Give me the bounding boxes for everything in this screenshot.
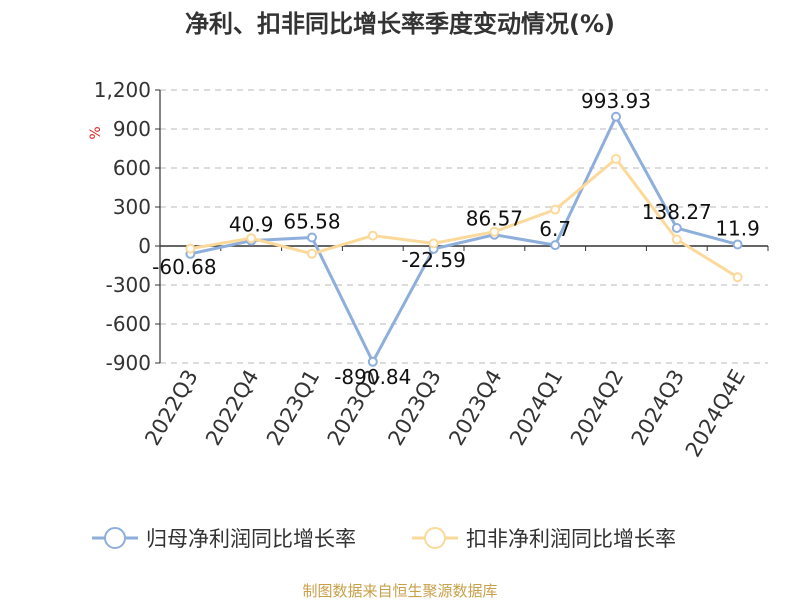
- data-label: 65.58: [283, 209, 340, 233]
- chart-title: 净利、扣非同比增长率季度变动情况(%): [185, 10, 615, 38]
- y-tick-label: -300: [106, 273, 151, 297]
- x-tick-label: 2022Q3: [140, 366, 202, 450]
- x-tick-label: 2024Q2: [566, 366, 628, 450]
- y-tick-label: 900: [113, 117, 151, 141]
- x-tick-label: 2023Q4: [444, 366, 506, 450]
- legend-label-deducted-profit: 扣非净利润同比增长率: [466, 527, 676, 551]
- data-point: [307, 248, 317, 259]
- x-tick-label: 2022Q4: [201, 366, 263, 450]
- series-line-deducted-profit: [190, 157, 739, 279]
- data-point: [307, 232, 317, 243]
- x-tick-label: 2023Q1: [262, 366, 324, 450]
- data-point: [550, 204, 561, 215]
- data-label: 40.9: [229, 213, 274, 237]
- data-point: [732, 239, 743, 250]
- data-point: [489, 226, 500, 237]
- data-point: [185, 243, 196, 254]
- x-tick-label: 2024Q4E: [681, 366, 750, 462]
- data-label: 11.9: [715, 216, 760, 240]
- x-tick-label: 2024Q1: [505, 366, 567, 450]
- data-label: -22.59: [401, 248, 465, 272]
- y-tick-label: 1,200: [94, 78, 151, 102]
- y-tick-label: -900: [106, 351, 151, 375]
- legend-marker: [104, 527, 126, 549]
- legend-marker: [424, 527, 446, 549]
- data-label: 138.27: [642, 200, 712, 224]
- data-point: [367, 230, 378, 241]
- y-unit-label: %: [88, 126, 104, 139]
- data-point: [428, 238, 439, 249]
- data-point: [611, 111, 621, 122]
- x-tick-label: 2024Q3: [627, 366, 689, 450]
- source-note: 制图数据来自恒生聚源数据库: [302, 582, 497, 600]
- y-tick-label: 300: [113, 195, 151, 219]
- data-label: -890.84: [334, 365, 411, 389]
- y-tick-labels: 1,200 900 600 300 0 -300 -600 -900: [94, 78, 151, 375]
- data-point: [550, 240, 561, 251]
- data-label: 6.7: [539, 217, 571, 241]
- data-point: [611, 153, 621, 164]
- series-line-net-profit: [190, 115, 738, 364]
- y-tick-label: -600: [106, 312, 151, 336]
- y-tick-label: 600: [113, 156, 151, 180]
- data-point: [367, 356, 378, 367]
- data-label: 993.93: [581, 89, 651, 113]
- data-label: 86.57: [466, 207, 523, 231]
- axes: [155, 89, 769, 364]
- series-lines: [185, 111, 743, 367]
- legend: 归母净利润同比增长率 扣非净利润同比增长率: [92, 527, 676, 551]
- data-point: [671, 234, 682, 245]
- data-label: -60.68: [152, 255, 216, 279]
- data-point: [246, 233, 257, 244]
- x-tick-labels: 2022Q32022Q42023Q12023Q22023Q32023Q42024…: [140, 366, 750, 462]
- y-tick-label: 0: [138, 234, 151, 258]
- data-point: [732, 272, 743, 283]
- data-point: [671, 223, 682, 234]
- legend-label-net-profit: 归母净利润同比增长率: [146, 527, 356, 551]
